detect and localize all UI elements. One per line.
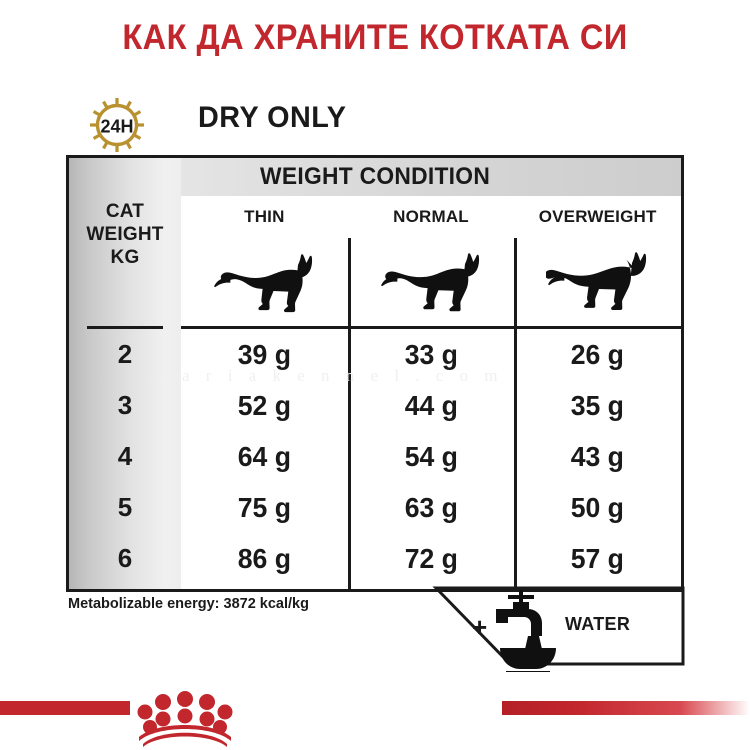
row-weight: 3	[117, 390, 133, 420]
cat-weight-line-1: CAT	[105, 201, 145, 222]
column-divider-1	[347, 238, 351, 326]
column-header-normal: NORMAL	[393, 207, 469, 226]
column-header-thin: THIN	[244, 207, 285, 226]
row-weight: 5	[117, 492, 133, 522]
table-grid: THIN NORMAL OVERWEIGHT	[118, 196, 681, 589]
cat-silhouette-overweight-icon	[514, 238, 681, 326]
row-weight: 2	[117, 339, 133, 369]
cell-overweight: 50 g	[571, 491, 625, 523]
brand-bar	[0, 691, 750, 747]
body-divider-2	[514, 326, 518, 589]
metabolizable-energy-text: Metabolizable energy: 3872 kcal/kg	[68, 596, 309, 612]
cat-silhouette-normal-icon	[348, 238, 515, 326]
faucet-bowl-icon	[496, 590, 556, 672]
cell-normal: 33 g	[404, 338, 458, 370]
column-header-overweight: OVERWEIGHT	[538, 207, 657, 226]
table-row: 4 64 g 54 g 43 g	[118, 431, 681, 482]
table-row: 2 39 g 33 g 26 g	[118, 329, 681, 380]
brand-bar-right	[502, 701, 750, 715]
cat-weight-line-3: KG	[110, 247, 140, 269]
cat-weight-line-2: WEIGHT	[86, 224, 164, 246]
cat-silhouette-thin-icon	[181, 238, 348, 326]
royal-canin-crown-logo	[125, 667, 245, 747]
cell-thin: 86 g	[237, 542, 291, 574]
feeding-table: WEIGHT CONDITION CAT WEIGHT KG THIN NORM…	[66, 155, 684, 592]
dry-only-label: DRY ONLY	[198, 101, 347, 134]
table-row: 5 75 g 63 g 50 g	[118, 482, 681, 533]
header-body-divider	[181, 326, 681, 329]
svg-text:24H: 24H	[100, 117, 133, 137]
cell-thin: 39 g	[237, 338, 291, 370]
cell-normal: 54 g	[404, 440, 458, 472]
cell-normal: 63 g	[404, 491, 458, 523]
cell-normal: 44 g	[404, 389, 458, 421]
row-weight: 4	[117, 441, 133, 471]
brand-bar-left	[0, 701, 130, 715]
cell-overweight: 26 g	[571, 338, 625, 370]
table-row: 6 86 g 72 g 57 g	[118, 533, 681, 584]
feeding-mode-row: 24H DRY ONLY	[88, 96, 648, 152]
cell-normal: 72 g	[404, 542, 458, 574]
column-headers-row: THIN NORMAL OVERWEIGHT	[181, 196, 681, 326]
column-divider-2	[514, 238, 518, 326]
cell-thin: 52 g	[237, 389, 291, 421]
table-row: 3 52 g 44 g 35 g	[118, 380, 681, 431]
water-label: WATER	[565, 614, 631, 634]
plus-sign: +	[472, 612, 488, 642]
body-divider-1	[347, 326, 351, 589]
water-cell: + WATER	[400, 586, 690, 672]
cell-overweight: 43 g	[571, 440, 625, 472]
cat-weight-header: CAT WEIGHT KG	[69, 200, 181, 270]
cat-weight-column: CAT WEIGHT KG	[69, 158, 181, 589]
page-title: КАК ДА ХРАНИТЕ КОТКАТА СИ	[122, 18, 628, 57]
weight-condition-label: WEIGHT CONDITION	[259, 163, 491, 190]
cell-overweight: 35 g	[571, 389, 625, 421]
table-body: 2 39 g 33 g 26 g 3 52 g 44 g 35 g 4 64 g…	[118, 329, 681, 589]
cat-weight-divider	[87, 326, 163, 329]
clock-24h-icon: 24H	[88, 96, 146, 154]
cell-thin: 64 g	[237, 440, 291, 472]
cell-overweight: 57 g	[571, 542, 625, 574]
row-weight: 6	[117, 543, 133, 573]
cell-thin: 75 g	[237, 491, 291, 523]
